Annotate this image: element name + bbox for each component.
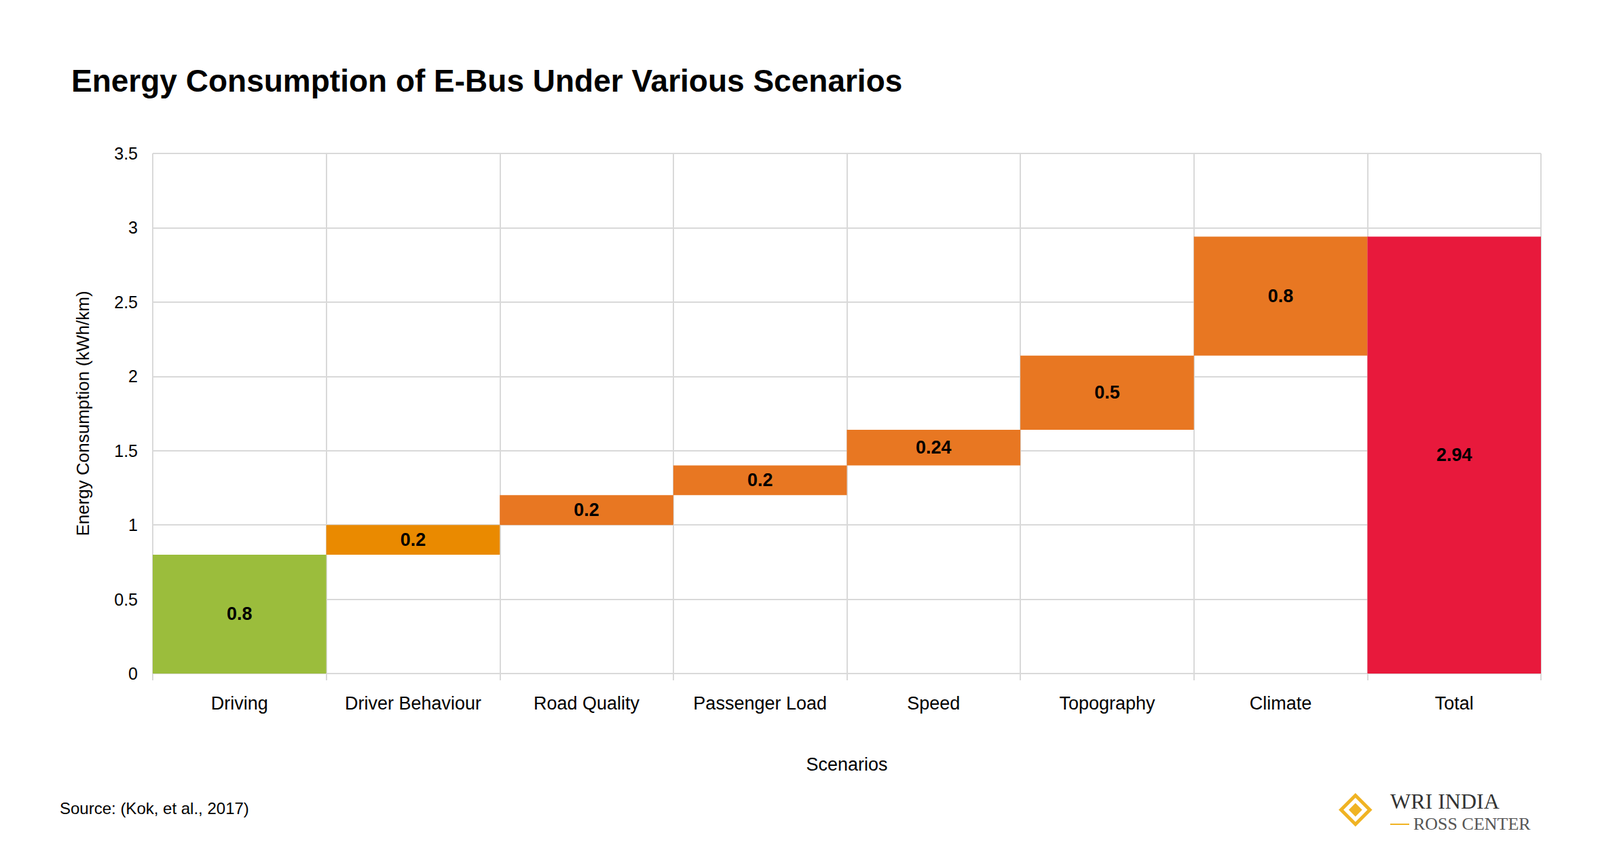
svg-text:0.8: 0.8 — [226, 603, 253, 624]
svg-text:Scenarios: Scenarios — [805, 754, 888, 775]
svg-text:2: 2 — [128, 366, 138, 386]
svg-text:3: 3 — [128, 217, 138, 237]
svg-text:2.94: 2.94 — [1436, 444, 1473, 465]
svg-text:2.5: 2.5 — [114, 292, 138, 312]
svg-text:0.2: 0.2 — [400, 529, 427, 550]
svg-text:Energy Consumption (kWh/km): Energy Consumption (kWh/km) — [72, 290, 93, 536]
svg-text:ROSS CENTER: ROSS CENTER — [1413, 813, 1531, 834]
svg-text:0.24: 0.24 — [915, 437, 952, 458]
svg-text:Speed: Speed — [906, 693, 960, 714]
svg-text:Topography: Topography — [1058, 693, 1156, 714]
svg-text:0.2: 0.2 — [747, 469, 774, 491]
svg-text:0: 0 — [128, 663, 138, 683]
svg-text:Climate: Climate — [1249, 693, 1313, 714]
svg-text:3.5: 3.5 — [114, 143, 138, 163]
svg-text:1.5: 1.5 — [114, 441, 138, 461]
svg-text:0.5: 0.5 — [1094, 382, 1121, 403]
svg-text:WRI INDIA: WRI INDIA — [1390, 788, 1500, 814]
svg-text:0.5: 0.5 — [114, 589, 138, 609]
svg-text:0.8: 0.8 — [1268, 285, 1294, 307]
svg-text:Driver Behaviour: Driver Behaviour — [344, 693, 482, 714]
svg-text:Driving: Driving — [211, 693, 269, 714]
svg-text:0.2: 0.2 — [573, 499, 600, 520]
svg-text:Energy Consumption of E-Bus Un: Energy Consumption of E-Bus Under Variou… — [71, 63, 903, 99]
svg-text:Total: Total — [1435, 693, 1474, 714]
svg-text:Passenger Load: Passenger Load — [693, 693, 827, 714]
svg-text:Source: (Kok, et al., 2017): Source: (Kok, et al., 2017) — [59, 798, 250, 818]
svg-text:Road Quality: Road Quality — [533, 693, 641, 714]
svg-text:1: 1 — [128, 515, 138, 535]
